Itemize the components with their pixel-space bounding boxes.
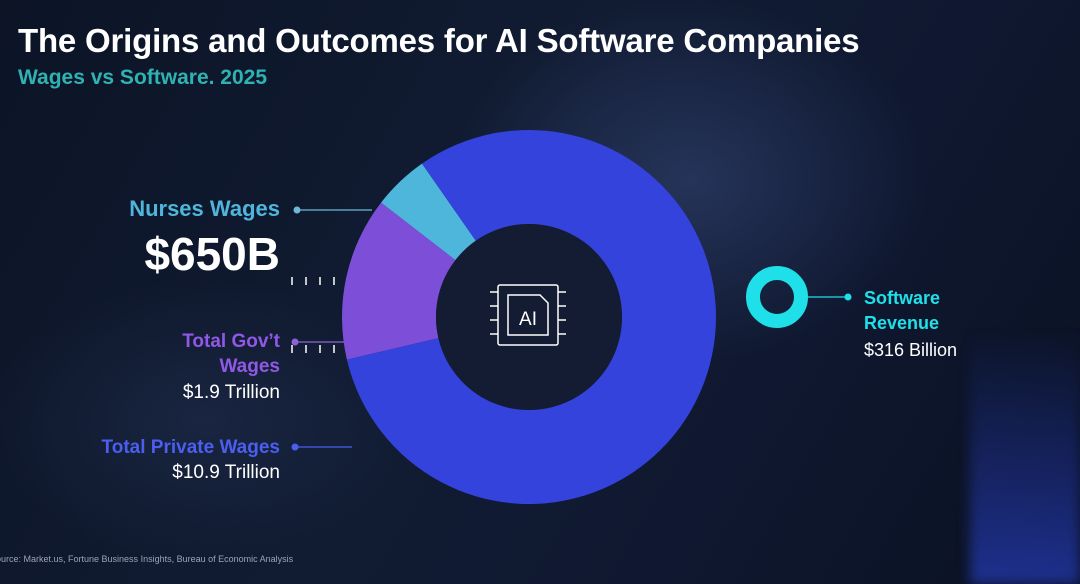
donut-slice-private xyxy=(346,130,716,505)
connector-dot-software xyxy=(844,293,852,301)
donut-slices xyxy=(342,130,716,505)
connector-dot-gov xyxy=(291,338,299,346)
nurses-wages-label: Nurses Wages xyxy=(129,196,280,221)
ai-chip-label: AI xyxy=(519,309,537,330)
source-note: ource: Market.us, Fortune Business Insig… xyxy=(0,554,294,564)
background-glow xyxy=(970,330,1080,584)
chart-subtitle: Wages vs Software. 2025 xyxy=(18,66,268,89)
software-revenue-value: $316 Billion xyxy=(864,340,958,360)
donut-slice-gov xyxy=(342,202,456,360)
software-revenue-ring xyxy=(746,266,808,328)
gov-wages-label: Total Gov’t Wages xyxy=(182,331,280,377)
connector-dot-private xyxy=(291,443,299,451)
donut-slice-nurses xyxy=(381,163,476,261)
chart-title: The Origins and Outcomes for AI Software… xyxy=(18,22,860,59)
private-wages-label: Total Private Wages xyxy=(101,437,280,458)
nurses-wages-value: $650B xyxy=(144,228,280,280)
connector-lines xyxy=(291,206,852,451)
ai-chip-icon xyxy=(291,277,566,353)
connector-dot-nurses xyxy=(293,206,301,214)
gov-wages-value: $1.9 Trillion xyxy=(182,382,280,403)
private-wages-value: $10.9 Trillion xyxy=(172,462,280,483)
software-revenue-callout: Software Revenue $316 Billion xyxy=(864,286,974,363)
donut-hole xyxy=(436,224,622,410)
software-revenue-label: Software Revenue xyxy=(864,288,941,333)
